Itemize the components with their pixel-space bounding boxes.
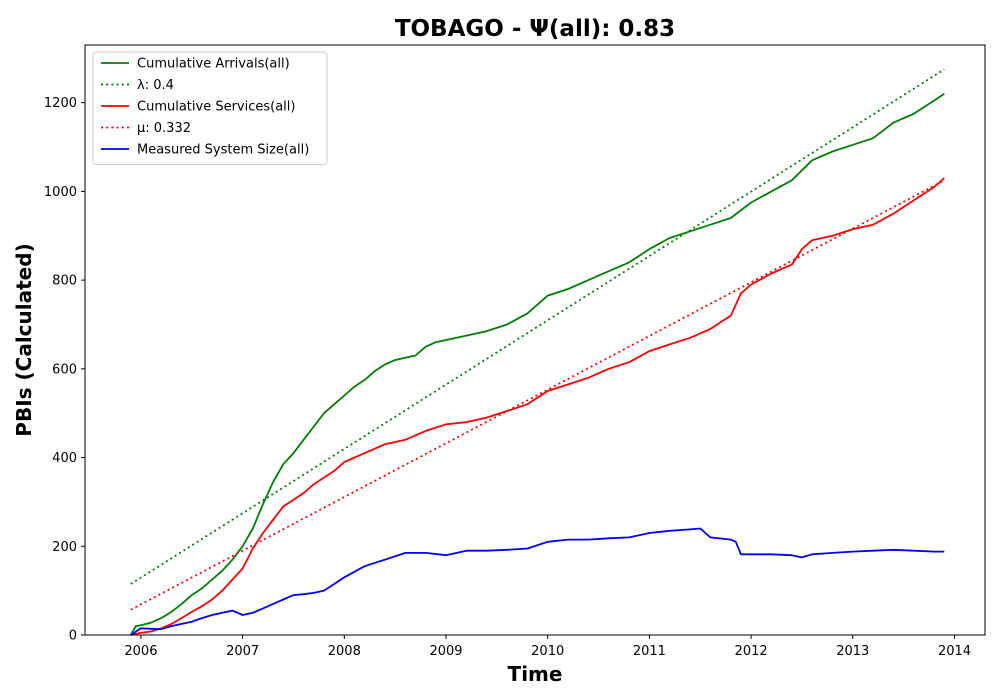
plot-frame (84, 44, 986, 636)
series-line-4 (130, 527, 945, 636)
legend-label: Measured System Size(all) (137, 143, 309, 158)
series-line-0 (130, 93, 945, 636)
x-tick-label: 2008 (328, 644, 361, 659)
x-axis-title: Time (508, 662, 563, 686)
x-tick-label: 2007 (226, 644, 259, 659)
legend-label: μ: 0.332 (137, 121, 191, 136)
x-tick-label: 2010 (531, 644, 564, 659)
legend-label: Cumulative Arrivals(all) (137, 57, 290, 72)
x-tick-label: 2009 (429, 644, 462, 659)
y-axis-title: PBIs (Calculated) (12, 243, 36, 436)
legend-box (92, 51, 328, 165)
y-tick-label: 400 (52, 451, 77, 466)
series-line-2 (130, 177, 945, 636)
y-tick-label: 200 (52, 540, 77, 555)
y-tick-label: 600 (52, 362, 77, 377)
series-line-1 (130, 68, 945, 585)
x-tick-label: 2012 (735, 644, 768, 659)
chart-title: TOBAGO - Ψ(all): 0.83 (395, 16, 675, 42)
y-tick-label: 1000 (44, 185, 77, 200)
legend-label: Cumulative Services(all) (137, 100, 295, 115)
x-tick-label: 2014 (938, 644, 971, 659)
x-tick-label: 2006 (124, 644, 157, 659)
y-tick-label: 1200 (44, 96, 77, 111)
x-tick-label: 2011 (633, 644, 666, 659)
plot-lines (130, 68, 945, 636)
x-axis: 2006 2007 2008 2009 2010 2011 2012 2013 2014 (124, 635, 971, 659)
y-axis: 0 200 400 600 800 1000 1200 (44, 96, 85, 644)
legend-label: λ: 0.4 (137, 78, 174, 93)
legend: Cumulative Arrivals(all) λ: 0.4 Cumulative… (92, 51, 328, 165)
y-tick-label: 800 (52, 274, 77, 289)
x-tick-label: 2013 (836, 644, 869, 659)
y-tick-label: 0 (69, 629, 77, 644)
